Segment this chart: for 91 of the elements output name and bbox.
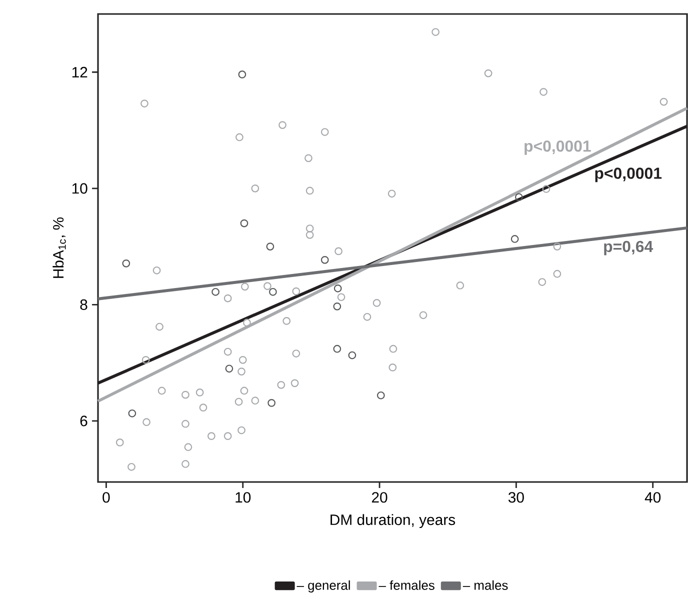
point xyxy=(278,121,286,129)
point xyxy=(304,154,312,162)
point xyxy=(538,278,546,286)
point xyxy=(419,311,428,320)
point xyxy=(225,364,234,373)
legend-label: – females xyxy=(378,580,434,590)
y-axis-title: HbA$_{1c}$, % xyxy=(52,217,66,278)
point xyxy=(292,350,300,358)
point xyxy=(553,270,562,278)
point xyxy=(224,294,232,302)
point xyxy=(542,185,550,193)
point xyxy=(268,398,276,407)
point xyxy=(238,426,246,434)
point xyxy=(484,69,492,78)
point xyxy=(212,288,220,296)
x-axis-title: DM duration, years xyxy=(330,514,456,528)
point xyxy=(266,242,274,250)
point xyxy=(282,317,291,325)
legend-label: – general xyxy=(296,580,350,592)
point xyxy=(306,224,314,232)
point xyxy=(142,418,150,426)
point xyxy=(140,100,148,108)
point xyxy=(306,186,314,195)
point xyxy=(306,230,314,239)
annotation: p=0,64 xyxy=(604,240,654,256)
point xyxy=(236,133,244,142)
point xyxy=(372,299,381,307)
point xyxy=(333,302,342,310)
point xyxy=(224,348,232,356)
point xyxy=(264,282,272,290)
point xyxy=(240,219,248,228)
y-tick-label: 12 xyxy=(72,66,88,78)
point xyxy=(348,351,356,360)
point xyxy=(376,391,385,400)
point xyxy=(268,288,277,296)
point xyxy=(182,420,190,428)
point xyxy=(660,98,668,106)
point xyxy=(540,88,548,96)
point xyxy=(290,379,299,388)
point xyxy=(207,432,216,440)
point xyxy=(456,282,464,290)
point xyxy=(238,70,246,78)
point xyxy=(388,190,396,198)
point xyxy=(292,287,300,296)
point xyxy=(334,247,342,256)
point xyxy=(128,462,136,471)
x-tick-label: 40 xyxy=(644,492,661,503)
point xyxy=(432,28,440,36)
point xyxy=(158,386,166,395)
point xyxy=(238,356,247,364)
point xyxy=(388,364,397,372)
point xyxy=(334,284,342,292)
point xyxy=(337,293,346,302)
point xyxy=(510,235,519,243)
point xyxy=(196,388,204,396)
point xyxy=(553,242,562,250)
point xyxy=(142,356,150,364)
y-tick-label: 10 xyxy=(72,183,88,194)
point xyxy=(251,396,260,405)
point xyxy=(184,443,192,452)
x-tick-label: 30 xyxy=(508,492,524,503)
point xyxy=(156,322,164,331)
x-tick-label: 10 xyxy=(236,492,251,503)
point xyxy=(240,386,248,395)
point xyxy=(277,380,286,389)
point xyxy=(122,259,130,268)
y-tick-label: 8 xyxy=(80,299,88,310)
point xyxy=(182,460,190,468)
y-tick-label: 6 xyxy=(80,416,88,426)
point xyxy=(389,344,398,353)
point xyxy=(116,438,124,446)
point xyxy=(240,282,249,291)
point xyxy=(238,368,246,376)
x-tick-label: 0 xyxy=(102,492,110,503)
point xyxy=(182,390,190,399)
point xyxy=(514,193,523,202)
point xyxy=(199,404,208,412)
point xyxy=(234,398,243,406)
annotation: p<0,0001 xyxy=(595,168,662,182)
x-tick-label: 20 xyxy=(372,492,388,503)
annotation: p<0,0001 xyxy=(524,140,591,155)
point xyxy=(128,409,136,418)
point xyxy=(363,312,372,321)
point xyxy=(243,318,251,327)
point xyxy=(152,266,161,274)
point xyxy=(320,256,329,264)
point xyxy=(251,184,260,192)
point xyxy=(224,432,232,440)
legend-label: – males xyxy=(462,580,508,590)
point xyxy=(333,344,342,353)
point xyxy=(320,128,329,136)
